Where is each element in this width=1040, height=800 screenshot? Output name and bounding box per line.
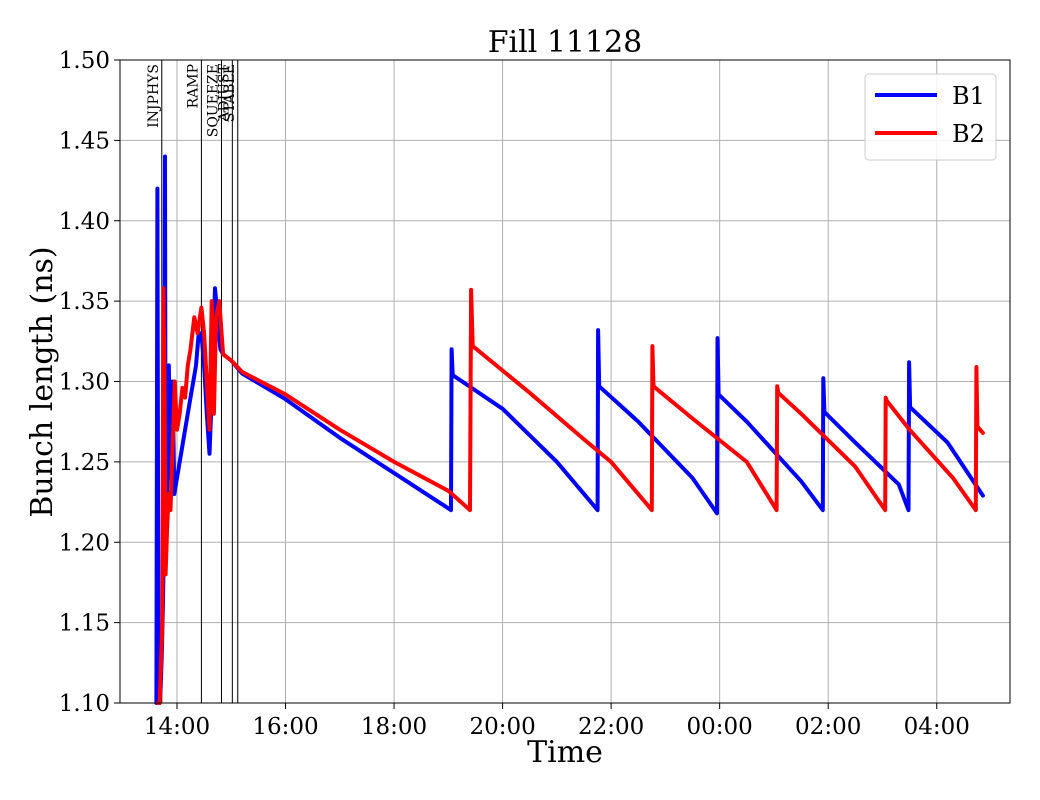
x-tick-label: 22:00 — [578, 714, 644, 740]
y-tick-label: 1.15 — [59, 611, 110, 637]
x-tick-label: 14:00 — [144, 714, 210, 740]
chart-title: Fill 11128 — [488, 25, 643, 60]
y-tick-label: 1.20 — [59, 530, 110, 556]
x-tick-label: 20:00 — [469, 714, 535, 740]
x-tick-label: 16:00 — [252, 714, 318, 740]
axis-ticks: 14:00 16:00 18:00 20:00 22:00 00:00 02:00 04:00… — [59, 48, 970, 740]
y-tick-label: 1.35 — [59, 289, 110, 315]
x-tick-label: 04:00 — [904, 714, 970, 740]
phase-label-stable: STABLE — [222, 64, 238, 122]
x-tick-label: 02:00 — [795, 714, 861, 740]
phase-label-injphys: INJPHYS — [146, 64, 162, 128]
legend-label-b2: B2 — [952, 120, 985, 148]
y-tick-label: 1.10 — [59, 691, 110, 717]
x-tick-label: 00:00 — [687, 714, 753, 740]
y-tick-label: 1.45 — [59, 128, 110, 154]
series-line-b1 — [154, 154, 985, 705]
series-line-b2 — [156, 286, 985, 705]
phase-label-adjust: ADJUST — [216, 63, 232, 122]
x-axis-label: Time — [527, 735, 603, 770]
legend-label-b1: B1 — [952, 82, 985, 110]
y-tick-label: 1.40 — [59, 209, 110, 235]
y-tick-label: 1.30 — [59, 370, 110, 396]
phase-label-squeeze: SQUEEZE — [205, 64, 221, 137]
y-tick-label: 1.50 — [59, 48, 110, 74]
series-lines — [154, 154, 985, 705]
phase-label-ramp: RAMP — [185, 64, 201, 108]
legend: B1 B2 — [864, 73, 997, 161]
y-tick-label: 1.25 — [59, 450, 110, 476]
y-axis-label: Bunch length (ns) — [25, 246, 60, 517]
x-tick-label: 18:00 — [361, 714, 427, 740]
